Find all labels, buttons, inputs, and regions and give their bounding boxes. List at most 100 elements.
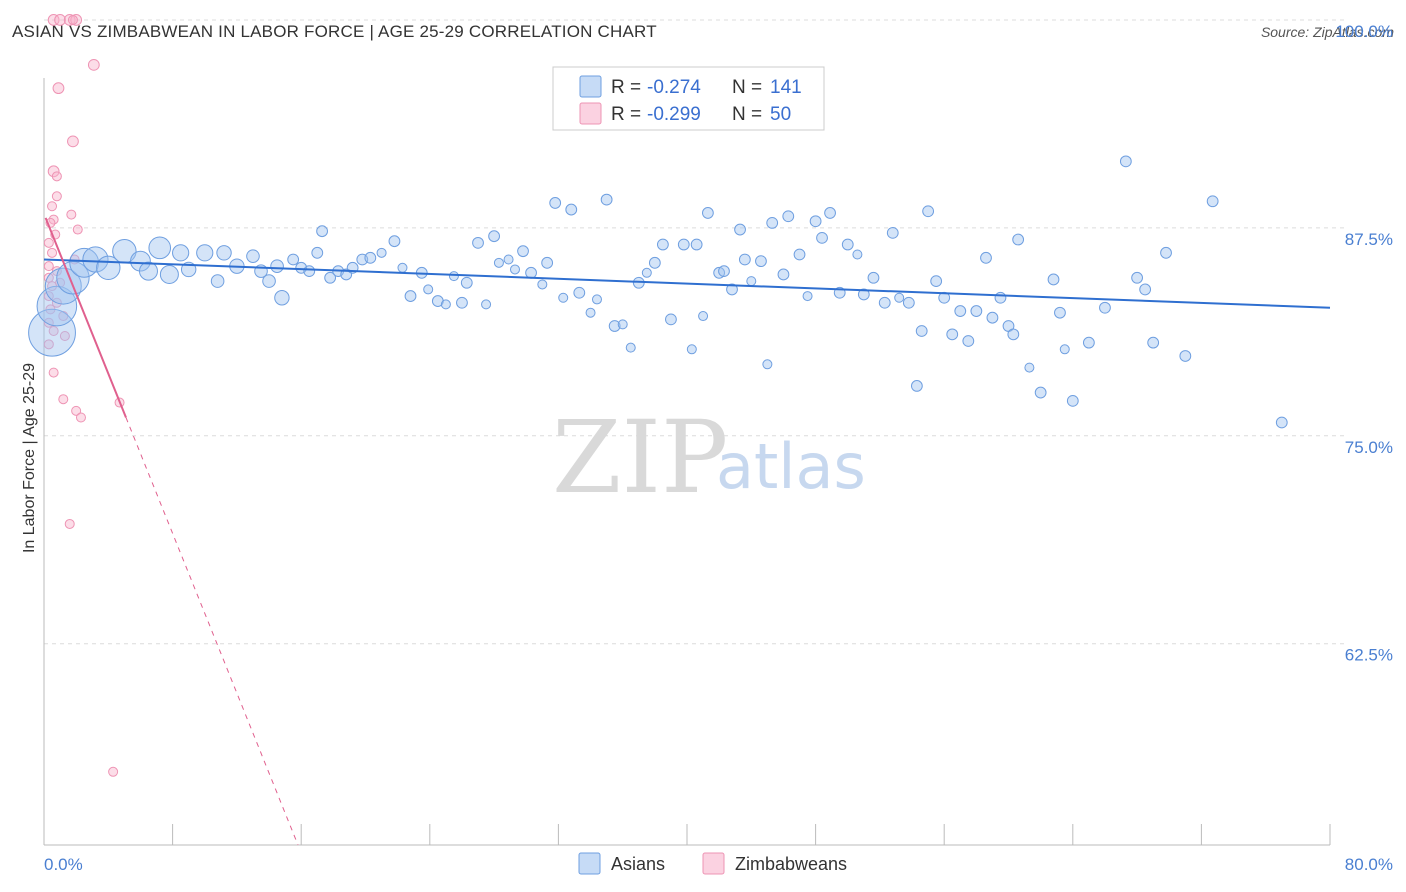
asian-point (970, 305, 983, 317)
asian-point (1131, 271, 1143, 284)
watermark-atlas: atlas (716, 430, 866, 503)
legend-zim-swatch (579, 102, 602, 125)
asian-point (1099, 301, 1111, 314)
bottom-legend-asian-label: Asians (611, 854, 665, 874)
asian-point (946, 328, 959, 341)
zimbabwean-point (58, 394, 69, 405)
asian-point (782, 210, 795, 223)
zimbabwean-point (48, 326, 59, 337)
y-tick-label: 87.5% (1345, 230, 1393, 249)
bottom-legend-zim-swatch (702, 852, 725, 875)
asian-point (423, 284, 434, 295)
asian-point (718, 265, 730, 278)
y-axis-title: In Labor Force | Age 25-29 (21, 363, 38, 553)
asian-point (262, 274, 276, 288)
asian-point (565, 203, 578, 216)
asian-point (1082, 336, 1095, 349)
asian-point (397, 262, 408, 273)
asian-point (404, 290, 417, 302)
zimbabwean-point (67, 135, 79, 148)
asian-point (962, 335, 975, 347)
asian-trend-line (43, 258, 1331, 309)
asian-point (641, 267, 652, 278)
asian-point (1059, 344, 1070, 355)
gridlines (44, 19, 1346, 645)
asian-point (755, 255, 767, 268)
asian-point (196, 244, 214, 262)
asian-point (525, 266, 537, 279)
asian-point (656, 238, 669, 251)
zimbabwean-point (54, 14, 66, 26)
asian-point (138, 261, 158, 281)
zimbabwean-point (63, 14, 76, 26)
asian-point (573, 286, 586, 299)
zimbabwean-point (75, 412, 86, 423)
zimbabwean-point (108, 766, 119, 777)
zimbabwean-point (47, 14, 60, 26)
asian-point (210, 274, 225, 288)
x-tick-label-max: 80.0% (1345, 855, 1393, 874)
zimbabwean-point (43, 237, 54, 248)
zimbabwean-point (66, 209, 77, 220)
zimbabwean-point (43, 339, 54, 350)
bottom-legend-asian-swatch (578, 852, 601, 875)
legend-asian-n-label: N = (732, 77, 762, 98)
asian-point (902, 296, 915, 309)
asian-point (311, 246, 324, 259)
asian-point (617, 319, 628, 330)
asian-point (488, 230, 501, 243)
series-legend: Asians Zimbabweans (578, 852, 847, 875)
asian-point (777, 268, 790, 281)
zimbabwean-point (72, 224, 83, 235)
asian-point (56, 261, 90, 295)
asian-point (324, 271, 337, 284)
legend-zim-r-label: R = (611, 104, 641, 125)
asian-point (886, 226, 899, 239)
asian-point (287, 253, 300, 266)
asian-point (130, 250, 151, 272)
zimbabwean-point (47, 165, 60, 178)
asian-point (677, 238, 690, 251)
asian-point (585, 307, 596, 318)
asian-point (1160, 246, 1172, 259)
asian-point (537, 279, 548, 290)
zimbabwean-point (67, 14, 78, 25)
asian-point (303, 265, 316, 278)
zimbabwean-point (51, 171, 62, 182)
asian-point (867, 271, 880, 284)
legend-zim-r-value: -0.299 (647, 104, 701, 125)
zimbabwean-point (43, 261, 54, 272)
asian-point (460, 276, 473, 289)
asian-point (802, 291, 813, 302)
legend-zim-n-label: N = (732, 104, 762, 125)
asian-point (608, 320, 621, 332)
asian-point (82, 246, 109, 273)
asian-point (930, 275, 943, 288)
asian-point (558, 292, 569, 303)
asian-point (648, 256, 661, 269)
asian-point (69, 247, 100, 278)
asian-point (738, 253, 751, 266)
asian-point (503, 254, 514, 265)
asian-point (517, 245, 529, 258)
asian-point (1066, 394, 1079, 407)
asian-point (159, 264, 179, 284)
asian-point (376, 247, 387, 258)
asian-point (698, 311, 709, 322)
legend-asian-swatch (579, 75, 602, 98)
asian-point (456, 296, 468, 309)
asian-point (472, 236, 484, 249)
asian-point (910, 380, 923, 392)
asian-point (316, 225, 328, 238)
asian-point (600, 193, 613, 206)
trend-lines (43, 217, 1331, 846)
zimbabwean-point (70, 14, 83, 26)
asian-point (493, 257, 504, 268)
asian-point (172, 244, 190, 262)
asian-point (1139, 283, 1152, 296)
asian-point (816, 231, 828, 244)
asian-point (509, 264, 520, 275)
asian-point (1054, 306, 1066, 319)
asian-point (665, 313, 677, 326)
